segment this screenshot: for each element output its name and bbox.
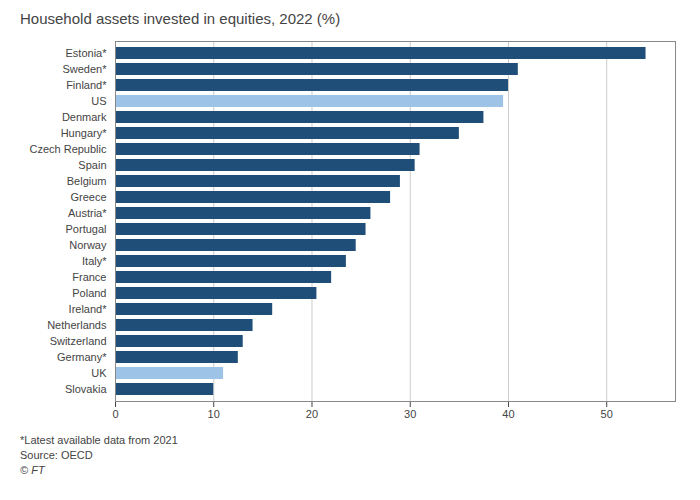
svg-text:10: 10 [208,408,220,420]
html-text:© FT: © FT [20,464,45,476]
html-text:Household assets invested in e: Household assets invested in equities, 2… [20,10,341,27]
svg-text:UK: UK [91,367,107,379]
svg-text:0: 0 [112,408,118,420]
svg-text:Belgium: Belgium [67,175,107,187]
svg-text:Finland*: Finland* [66,79,107,91]
svg-text:Denmark: Denmark [62,111,107,123]
svg-text:Germany*: Germany* [57,351,107,363]
svg-text:Norway: Norway [69,239,107,251]
svg-text:Czech Republic: Czech Republic [29,143,107,155]
svg-text:Netherlands: Netherlands [47,319,107,331]
svg-text:Slovakia: Slovakia [65,383,107,395]
svg-text:40: 40 [502,408,514,420]
svg-text:France: France [72,271,106,283]
svg-text:Portugal: Portugal [66,223,107,235]
html-text:*Latest available data from 20: *Latest available data from 2021 [20,434,178,446]
svg-text:Austria*: Austria* [68,207,107,219]
svg-text:Poland: Poland [72,287,106,299]
svg-text:Greece: Greece [70,191,106,203]
svg-text:Spain: Spain [78,159,106,171]
svg-text:Estonia*: Estonia* [66,47,108,59]
svg-text:50: 50 [601,408,613,420]
svg-text:Ireland*: Ireland* [69,303,108,315]
svg-text:Switzerland: Switzerland [50,335,107,347]
svg-text:30: 30 [404,408,416,420]
svg-text:US: US [91,95,106,107]
svg-text:20: 20 [306,408,318,420]
svg-text:Italy*: Italy* [82,255,107,267]
html-text:Source: OECD: Source: OECD [20,449,93,461]
svg-text:Hungary*: Hungary* [61,127,108,139]
svg-text:Sweden*: Sweden* [62,63,107,75]
